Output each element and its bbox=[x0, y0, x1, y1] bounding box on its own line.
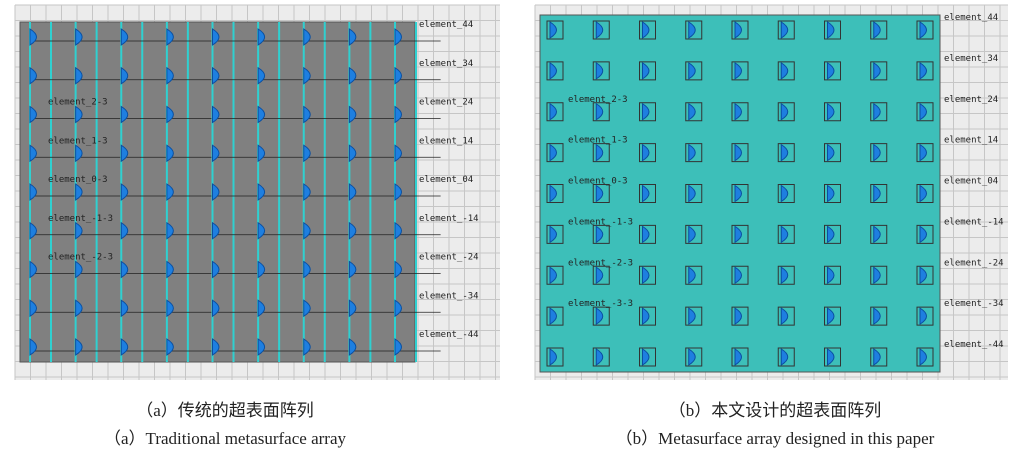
element-label: element_-24 bbox=[944, 258, 1004, 268]
element-label: element_-2-3 bbox=[568, 258, 633, 268]
element-label: element_04 bbox=[944, 177, 998, 187]
caption-en: （b）Metasurface array designed in this pa… bbox=[616, 429, 935, 448]
figure: （a）传统的超表面阵列 （a）Traditional metasurface a… bbox=[0, 0, 1010, 460]
element-label: element_0-3 bbox=[568, 177, 628, 187]
element-label: element_-14 bbox=[944, 217, 1004, 227]
caption-zh: （b）本文设计的超表面阵列 bbox=[669, 401, 882, 420]
element-label: element_-1-3 bbox=[48, 214, 113, 224]
element-label: element_1-3 bbox=[568, 136, 628, 146]
element-label: element_-14 bbox=[419, 214, 479, 224]
element-label: element_2-3 bbox=[568, 95, 628, 105]
element-label: element_1-3 bbox=[48, 136, 108, 146]
element-label: element_-1-3 bbox=[568, 217, 633, 227]
element-label: element_-34 bbox=[944, 299, 1004, 309]
element-label: element_-24 bbox=[419, 253, 479, 263]
caption-en: （a）Traditional metasurface array bbox=[104, 429, 347, 448]
element-label: element_0-3 bbox=[48, 175, 108, 185]
element-label: element_34 bbox=[944, 54, 998, 64]
element-label: element_44 bbox=[419, 20, 473, 30]
element-label: element_-3-3 bbox=[568, 299, 633, 309]
element-label: element_14 bbox=[944, 136, 998, 146]
caption-zh: （a）传统的超表面阵列 bbox=[136, 401, 314, 420]
element-label: element_-44 bbox=[419, 330, 479, 340]
element-label: element_-44 bbox=[944, 340, 1004, 350]
element-label: element_14 bbox=[419, 136, 473, 146]
element-label: element_24 bbox=[419, 98, 473, 108]
element-label: element_34 bbox=[419, 59, 473, 69]
element-label: element_-34 bbox=[419, 291, 479, 301]
element-label: element_24 bbox=[944, 95, 998, 105]
element-label: element_2-3 bbox=[48, 98, 108, 108]
element-label: element_04 bbox=[419, 175, 473, 185]
element-label: element_44 bbox=[944, 13, 998, 23]
element-label: element_-2-3 bbox=[48, 253, 113, 263]
